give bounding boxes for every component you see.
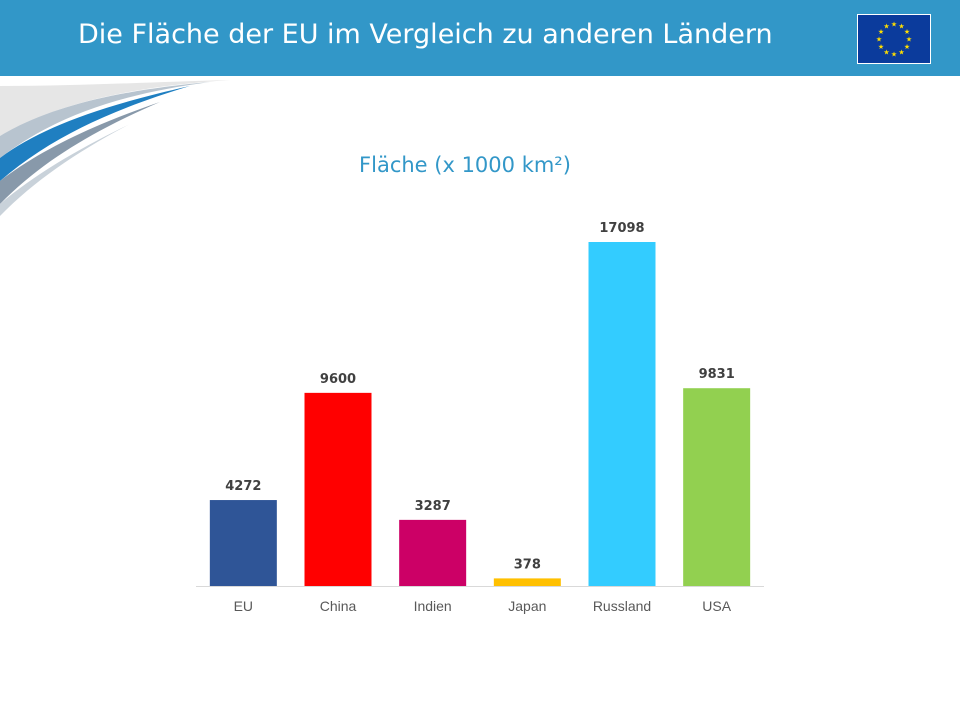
data-label-eu: 4272 xyxy=(225,479,261,494)
bar-eu xyxy=(209,500,277,586)
bar-russland xyxy=(588,242,656,586)
data-label-usa: 9831 xyxy=(699,367,735,382)
bar-indien xyxy=(399,519,467,586)
flag-star-icon: ★ xyxy=(876,36,882,44)
data-label-china: 9600 xyxy=(320,372,356,387)
flag-star-icon: ★ xyxy=(906,36,912,44)
eu-flag-icon: ★ ★ ★ ★ ★ ★ ★ ★ ★ ★ ★ ★ xyxy=(857,14,931,64)
flag-star-icon: ★ xyxy=(904,28,910,36)
flag-star-icon: ★ xyxy=(891,51,897,59)
data-label-indien: 3287 xyxy=(415,499,451,514)
header-bar: Die Fläche der EU im Vergleich zu andere… xyxy=(0,0,960,76)
data-label-russland: 17098 xyxy=(599,221,644,236)
bar-china xyxy=(304,392,372,586)
category-label-indien: Indien xyxy=(414,598,452,614)
category-label-eu: EU xyxy=(234,598,253,614)
flag-star-icon: ★ xyxy=(878,28,884,36)
page-title: Die Fläche der EU im Vergleich zu andere… xyxy=(78,19,773,50)
flag-star-icon: ★ xyxy=(898,48,904,56)
flag-star-icon: ★ xyxy=(891,21,897,29)
flag-star-icon: ★ xyxy=(898,23,904,31)
flag-star-icon: ★ xyxy=(904,43,910,51)
category-label-usa: USA xyxy=(702,598,731,614)
bar-japan xyxy=(493,578,561,586)
bar-usa xyxy=(683,388,751,586)
chart-title: Fläche (x 1000 km²) xyxy=(359,153,571,177)
decorative-swoosh xyxy=(0,76,300,216)
flag-star-icon: ★ xyxy=(878,43,884,51)
eu-flag-stars: ★ ★★★★★★★★★★★ xyxy=(876,21,912,59)
flag-star-icon: ★ xyxy=(883,23,889,31)
category-label-china: China xyxy=(320,598,357,614)
flag-star-icon: ★ xyxy=(883,48,889,56)
data-label-japan: 378 xyxy=(514,557,541,572)
category-label-russland: Russland xyxy=(593,598,651,614)
category-label-japan: Japan xyxy=(508,598,546,614)
